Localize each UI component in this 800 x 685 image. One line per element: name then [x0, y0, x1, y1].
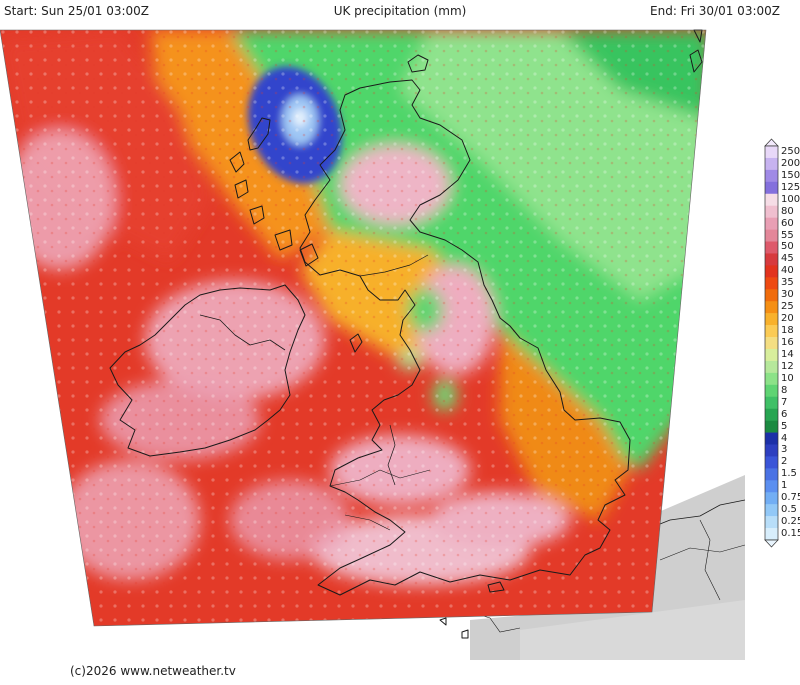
legend-swatch — [765, 217, 778, 230]
legend-swatch — [765, 277, 778, 290]
legend-swatch — [765, 253, 778, 266]
legend-swatch — [765, 492, 778, 505]
legend-label: 20 — [781, 313, 794, 325]
legend-swatch — [765, 468, 778, 481]
legend-label: 100 — [781, 193, 800, 205]
legend-swatch — [765, 408, 778, 421]
legend-arrow-up — [764, 138, 779, 147]
legend-label: 1 — [781, 480, 788, 492]
ireland-outline — [109, 284, 306, 457]
legend-label: 200 — [781, 157, 800, 169]
legend-swatch — [765, 193, 778, 206]
legend-swatch — [765, 229, 778, 242]
great-britain-outline — [299, 79, 631, 596]
legend-label: 45 — [781, 253, 794, 265]
precipitation-legend: 250 200 150 125 100 80 60 55 50 45 40 35 30 25 20 18 16 1… — [760, 138, 800, 548]
legend-swatch — [765, 301, 778, 314]
legend-swatch — [765, 480, 778, 493]
legend-label: 1.5 — [781, 468, 797, 480]
legend-label: 6 — [781, 408, 788, 420]
legend-label: 18 — [781, 325, 794, 337]
legend-label: 60 — [781, 217, 794, 229]
end-time: End: Fri 30/01 03:00Z — [650, 4, 780, 18]
legend-label: 3 — [781, 444, 788, 456]
legend-label: 10 — [781, 372, 794, 384]
legend-label: 12 — [781, 360, 794, 372]
legend-swatch — [765, 337, 778, 350]
legend-swatch — [765, 325, 778, 338]
legend-swatch — [765, 504, 778, 517]
legend-swatch — [765, 265, 778, 278]
legend-label: 4 — [781, 432, 788, 444]
legend-swatch — [765, 181, 778, 195]
legend-label: 25 — [781, 301, 794, 313]
legend-swatch — [765, 456, 778, 469]
legend-label: 16 — [781, 337, 794, 348]
legend-swatch — [765, 348, 778, 362]
legend-label: 14 — [781, 348, 794, 360]
legend-label: 0.5 — [781, 504, 797, 516]
legend-label: 30 — [781, 289, 794, 301]
legend-swatch — [765, 432, 778, 445]
chart-title: UK precipitation (mm) — [333, 4, 467, 18]
legend-swatch — [765, 528, 778, 541]
legend-swatch — [765, 169, 778, 183]
legend-swatch — [765, 289, 778, 302]
copyright: (c)2026 www.netweather.tv — [70, 664, 236, 678]
legend-label: 125 — [781, 181, 800, 193]
legend-swatch — [765, 444, 778, 457]
legend-swatch — [765, 157, 778, 171]
legend-label: 50 — [781, 241, 794, 253]
legend-swatch — [765, 384, 778, 398]
legend-label: 250 — [781, 145, 800, 157]
legend-swatch — [765, 420, 778, 433]
legend-label: 8 — [781, 384, 788, 396]
legend-label: 40 — [781, 265, 794, 277]
legend-label: 2 — [781, 456, 788, 468]
legend-label: 0.25 — [781, 516, 800, 528]
start-time: Start: Sun 25/01 03:00Z — [4, 4, 150, 18]
legend-swatch — [765, 205, 778, 218]
legend-swatch — [765, 516, 778, 529]
legend-swatch — [765, 396, 778, 409]
legend-swatch — [765, 372, 778, 386]
coastlines — [109, 29, 703, 639]
isle-of-man — [349, 333, 363, 353]
legend-label: 150 — [781, 169, 800, 181]
legend-swatch — [765, 241, 778, 254]
map-boundary — [0, 29, 707, 627]
legend-label: 80 — [781, 205, 794, 217]
precipitation-field — [0, 30, 706, 626]
legend-label: 0.15 — [781, 528, 800, 540]
legend-swatch — [765, 146, 778, 159]
legend-colorbar — [764, 138, 779, 548]
legend-arrow-down — [764, 539, 779, 548]
legend-label: 55 — [781, 229, 794, 241]
legend-label: 7 — [781, 396, 788, 408]
legend-swatch — [765, 360, 778, 374]
legend-swatch — [765, 313, 778, 326]
legend-label: 0.75 — [781, 492, 800, 504]
legend-label: 35 — [781, 277, 794, 289]
legend-label: 5 — [781, 420, 788, 432]
